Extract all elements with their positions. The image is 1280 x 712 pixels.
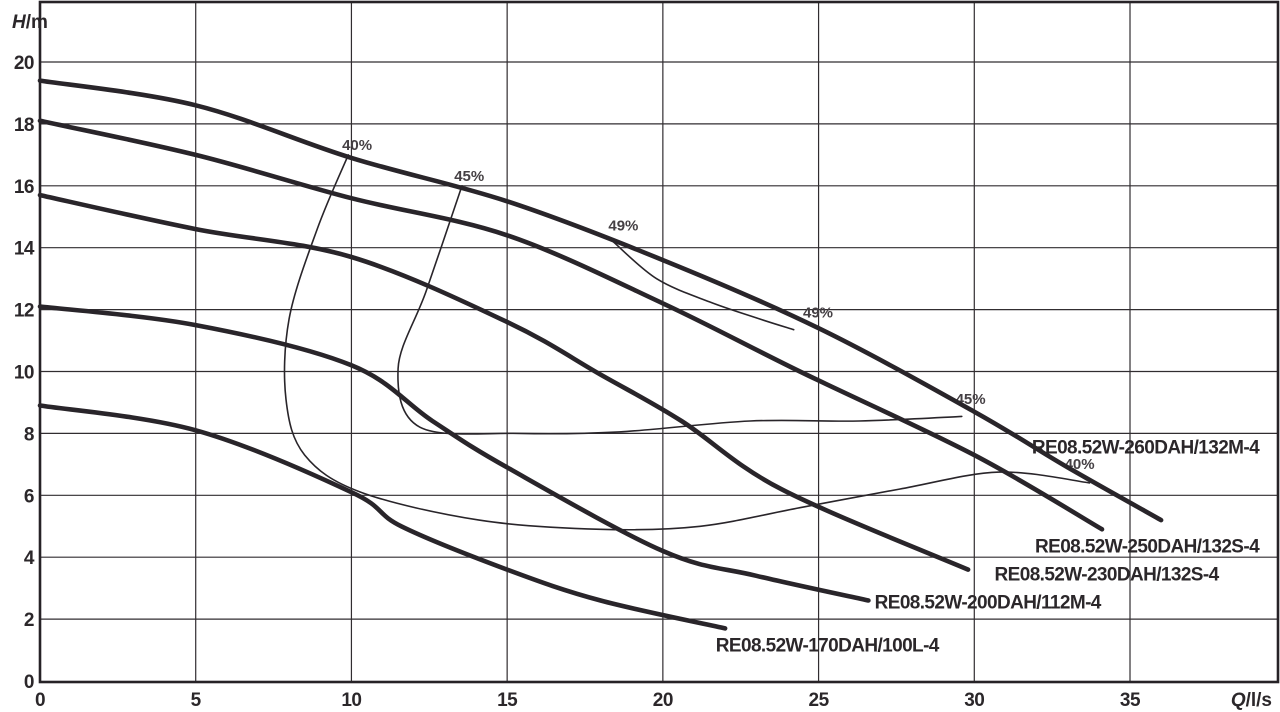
y-tick-label: 0 [24,672,34,693]
pump-curve-RE08.52W-170DAH/100L-4 [37,403,728,631]
curve-label: RE08.52W-170DAH/100L-4 [716,636,940,657]
pump-curve-RE08.52W-260DAH/132M-4 [37,78,1164,523]
x-tick-label: 10 [341,690,361,711]
curve-label: RE08.52W-230DAH/132S-4 [995,564,1220,585]
y-tick-label: 20 [14,53,34,74]
pump-curve-RE08.52W-230DAH/132S-4 [37,192,971,572]
x-axis-label: Q/l/s [1231,690,1272,711]
curve-label: RE08.52W-260DAH/132M-4 [1032,438,1260,459]
grid-lines [40,2,1278,682]
efficiency-contour-40% [283,154,1091,531]
efficiency-contour-49% [612,240,795,331]
y-tick-label: 16 [14,177,34,198]
x-tick-label: 25 [809,690,830,711]
axis-tick-labels: 0 5 10 15 20 25 30 35 0 2 4 6 8 10 12 14 16 18 20 [14,53,1142,711]
efficiency-label: 49% [803,304,833,321]
y-tick-label: 8 [24,424,34,445]
y-tick-label: 10 [14,363,34,384]
x-tick-label: 15 [497,690,518,711]
y-tick-label: 12 [14,301,34,322]
y-tick-label: 6 [24,486,34,507]
curve-label: RE08.52W-200DAH/112M-4 [875,592,1102,613]
pump-curve-RE08.52W-200DAH/112M-4 [37,304,871,603]
y-tick-label: 14 [14,239,35,260]
y-tick-label: 2 [24,610,34,631]
curve-labels: RE08.52W-260DAH/132M-4 RE08.52W-250DAH/13… [716,438,1261,657]
x-tick-label: 30 [964,690,984,711]
efficiency-label: 45% [454,168,484,185]
y-axis-label: H/m [12,12,48,33]
efficiency-label: 40% [342,137,372,154]
pump-curve-RE08.52W-250DAH/132S-4 [37,118,1105,532]
pump-curves [37,78,1164,631]
y-tick-label: 18 [14,115,34,136]
x-tick-label: 5 [191,690,202,711]
x-tick-label: 0 [35,690,45,711]
axis-titles: H/m Q/l/s [12,12,1272,711]
efficiency-contours: 40%45%49%49%45%40% [283,137,1095,531]
efficiency-contour-45% [397,185,963,435]
x-tick-label: 35 [1120,690,1141,711]
y-tick-label: 4 [24,548,35,569]
x-tick-label: 20 [653,690,673,711]
plot-frame [38,0,1280,684]
curve-label: RE08.52W-250DAH/132S-4 [1035,537,1260,558]
plot-border [38,0,1280,684]
efficiency-label: 49% [608,218,638,235]
